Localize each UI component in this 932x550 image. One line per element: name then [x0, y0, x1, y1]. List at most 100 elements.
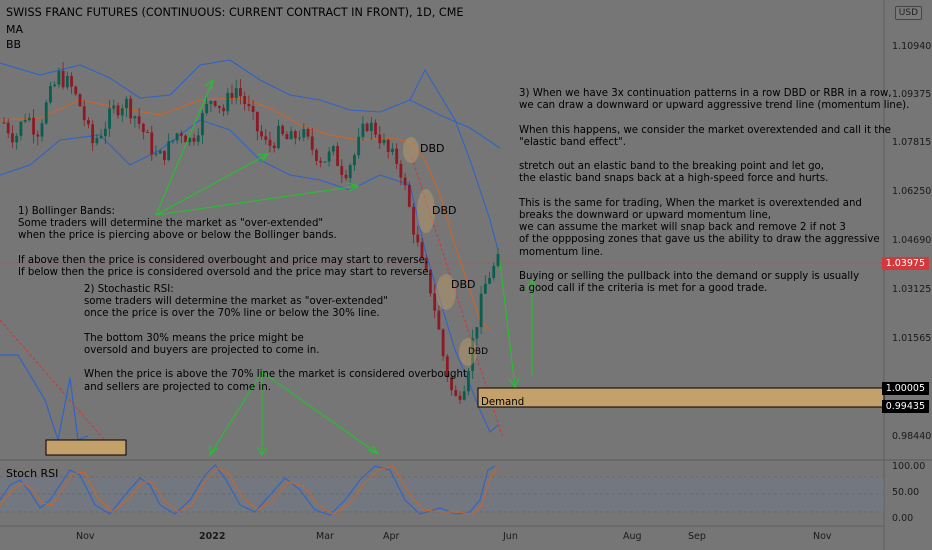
indicator-bb-label[interactable]: BB: [6, 38, 22, 51]
time-tick: Aug: [623, 531, 642, 542]
bb-outer-line: [409, 99, 501, 149]
candle-body: [234, 88, 238, 99]
candle-body: [19, 121, 23, 136]
candle-body: [74, 86, 78, 95]
stoch-rsi-title[interactable]: Stoch RSI: [6, 467, 59, 480]
indicator-ma-label[interactable]: MA: [6, 23, 24, 36]
candle-body: [167, 141, 171, 160]
candle-body: [454, 390, 458, 396]
candle-body: [357, 136, 361, 156]
candle-body: [340, 165, 344, 175]
candle-body: [378, 134, 382, 144]
candle-body: [108, 108, 111, 129]
candle-body: [260, 131, 263, 137]
dbd-label: DBD: [451, 278, 476, 291]
candle-body: [103, 128, 107, 137]
price-tick: 1.03125: [892, 284, 932, 295]
price-tick: 1.04690: [892, 235, 932, 246]
price-tick: 1.10940: [892, 41, 932, 52]
dbd-label: DBD: [420, 142, 445, 155]
candle-body: [437, 310, 441, 330]
candle-body: [386, 139, 390, 153]
candle-body: [353, 155, 356, 166]
candle-body: [336, 146, 339, 166]
zone-top-price-tag: 1.00005: [881, 382, 929, 395]
candle-body: [298, 137, 301, 139]
candle-body: [395, 148, 399, 164]
candle-body: [247, 104, 251, 107]
candle-body: [23, 120, 27, 122]
demand-zone-label: Demand: [481, 397, 525, 408]
candle-body: [112, 105, 116, 109]
candle-body: [374, 122, 377, 135]
candle-body: [49, 85, 52, 103]
zone-bottom-price-tag: 0.99435: [881, 400, 929, 413]
dbd-label: DBD: [468, 347, 489, 357]
candle-body: [420, 242, 424, 258]
candle-body: [323, 161, 327, 163]
bb-upper-band: [0, 59, 499, 251]
time-tick: Nov: [813, 531, 832, 542]
candle-body: [44, 102, 48, 124]
candle-body: [179, 133, 183, 136]
candle-body: [391, 148, 394, 153]
candle-body: [433, 293, 437, 311]
candle-body: [471, 338, 475, 371]
candle-body: [302, 129, 306, 138]
candle-body: [445, 356, 449, 378]
candle-body: [483, 283, 487, 294]
candle-body: [450, 377, 453, 391]
dbd-highlight-3: [436, 274, 456, 310]
candle-body: [458, 395, 462, 400]
candle-body: [293, 131, 297, 139]
time-tick: Jun: [503, 531, 518, 542]
candle-body: [412, 206, 415, 235]
candle-body: [163, 150, 166, 160]
candle-body: [116, 105, 120, 116]
candle-body: [82, 106, 86, 121]
price-tick: 1.01565: [892, 333, 932, 344]
candle-body: [27, 117, 31, 121]
candle-body: [462, 391, 466, 400]
candle-body: [192, 137, 196, 142]
candle-body: [36, 134, 40, 137]
dbd-highlight-1: [403, 137, 419, 163]
candle-body: [150, 132, 154, 155]
dbd-label: DBD: [432, 204, 457, 217]
time-tick: Nov: [76, 531, 95, 542]
candle-body: [99, 136, 103, 139]
candle-body: [184, 135, 187, 143]
candle-body: [158, 150, 162, 154]
currency-button[interactable]: USD: [894, 6, 922, 20]
dbd-highlight-4: [459, 338, 477, 366]
candle-body: [226, 92, 230, 112]
price-tick: 1.09375: [892, 89, 932, 100]
candle-body: [213, 101, 217, 106]
candle-body: [310, 136, 314, 150]
left-zone: [45, 439, 127, 456]
candle-body: [479, 293, 483, 328]
candle-body: [196, 135, 200, 142]
time-tick: 2022: [199, 531, 226, 542]
candle-body: [129, 98, 133, 119]
candle-body: [399, 163, 403, 178]
candle-body: [243, 96, 247, 105]
candle-body: [154, 153, 158, 155]
candle-body: [272, 145, 276, 149]
candle-body: [429, 269, 432, 294]
candle-body: [407, 185, 411, 207]
time-tick: Mar: [316, 531, 334, 542]
candle-body: [15, 135, 19, 143]
candle-body: [315, 149, 318, 161]
candle-body: [239, 88, 242, 97]
candle-body: [91, 124, 95, 144]
candle-body: [424, 257, 428, 270]
candle-body: [361, 123, 365, 137]
stoch-rsi-k-line: [0, 464, 496, 516]
candle-body: [141, 123, 145, 132]
chart-title: SWISS FRANC FUTURES (CONTINUOUS: CURRENT…: [6, 6, 464, 19]
time-tick: Sep: [688, 531, 706, 542]
candle-body: [188, 137, 192, 143]
candle-body: [2, 122, 6, 124]
